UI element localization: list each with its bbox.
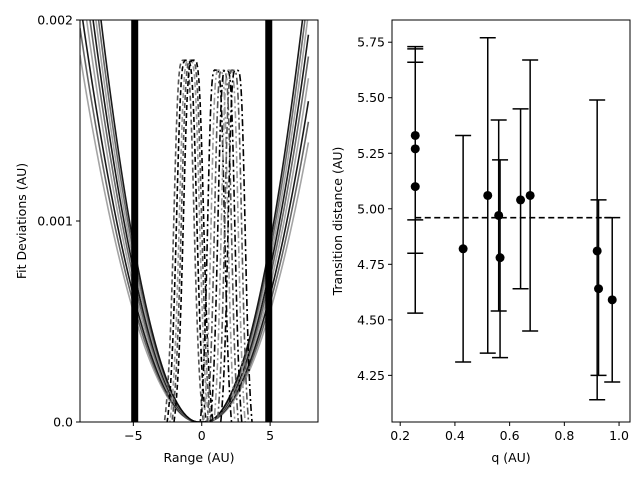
dashed-fit-curve (173, 59, 214, 422)
y-tick-label: 5.25 (357, 146, 385, 161)
y-tick-label: 4.75 (357, 257, 385, 272)
data-point-group (455, 134, 472, 363)
left-axes-frame (79, 19, 319, 423)
x-tick-label: 0.8 (554, 428, 574, 443)
left-x-axis-label: Range (AU) (163, 450, 234, 465)
x-tick-label: 0 (198, 428, 206, 443)
data-point (410, 182, 420, 192)
dashed-fit-curve (169, 59, 210, 422)
left-panel: −5 0 5 0.0 0.001 0.002 Range (AU) Fit Deviat… (14, 13, 319, 465)
data-point (483, 190, 493, 200)
data-point-group (479, 37, 496, 354)
right-x-axis-label: q (AU) (491, 450, 530, 465)
y-tick-label: 5.50 (357, 90, 385, 105)
x-tick-label: 0.2 (390, 428, 410, 443)
data-point-group (492, 159, 509, 359)
data-point (594, 284, 604, 294)
right-plot-background (392, 20, 630, 422)
data-point (525, 190, 535, 200)
dashed-fit-curve (166, 59, 208, 422)
y-tick-label: 4.25 (357, 368, 385, 383)
y-tick-label: 5.75 (357, 35, 385, 50)
data-point (516, 195, 526, 205)
left-x-ticks: −5 0 5 (124, 422, 274, 443)
data-point-group (522, 59, 539, 332)
dashdot-fit-curve (219, 69, 253, 422)
x-tick-label: 1.0 (609, 428, 629, 443)
right-x-ticks: 0.2 0.4 0.6 0.8 1.0 (390, 422, 629, 443)
data-point-group (407, 61, 424, 314)
right-y-ticks: 4.25 4.50 4.75 5.00 5.25 5.50 5.75 (357, 35, 392, 383)
x-tick-label: −5 (124, 428, 142, 443)
data-point (458, 244, 468, 254)
x-tick-label: 0.6 (500, 428, 520, 443)
x-tick-label: 5 (266, 428, 274, 443)
data-point-group (512, 108, 529, 290)
data-point-group (590, 199, 607, 377)
right-panel: 0.2 0.4 0.6 0.8 1.0 4.25 4.50 4.75 5.00 5.25 5.50… (330, 19, 631, 465)
right-axes-frame (391, 19, 631, 423)
y-tick-label: 0.001 (37, 214, 73, 229)
range-boundary-bar (131, 20, 139, 422)
data-point-group (490, 119, 507, 312)
right-plot-area (407, 37, 621, 401)
data-point (592, 246, 602, 256)
right-y-axis-label: Transition distance (AU) (330, 147, 345, 297)
y-tick-label: 0.002 (37, 13, 73, 28)
range-boundary-bar (265, 20, 273, 422)
data-point (495, 253, 505, 263)
left-y-ticks: 0.0 0.001 0.002 (37, 13, 80, 430)
dashdot-fit-curve (216, 69, 250, 422)
data-point-group (604, 216, 621, 383)
left-y-axis-label: Fit Deviations (AU) (14, 163, 29, 279)
y-tick-label: 4.50 (357, 312, 385, 327)
data-point (607, 295, 617, 305)
data-point (494, 210, 504, 220)
y-tick-label: 0.0 (53, 415, 73, 430)
data-point-group (589, 99, 606, 401)
y-tick-label: 5.00 (357, 201, 385, 216)
x-tick-label: 0.4 (445, 428, 465, 443)
